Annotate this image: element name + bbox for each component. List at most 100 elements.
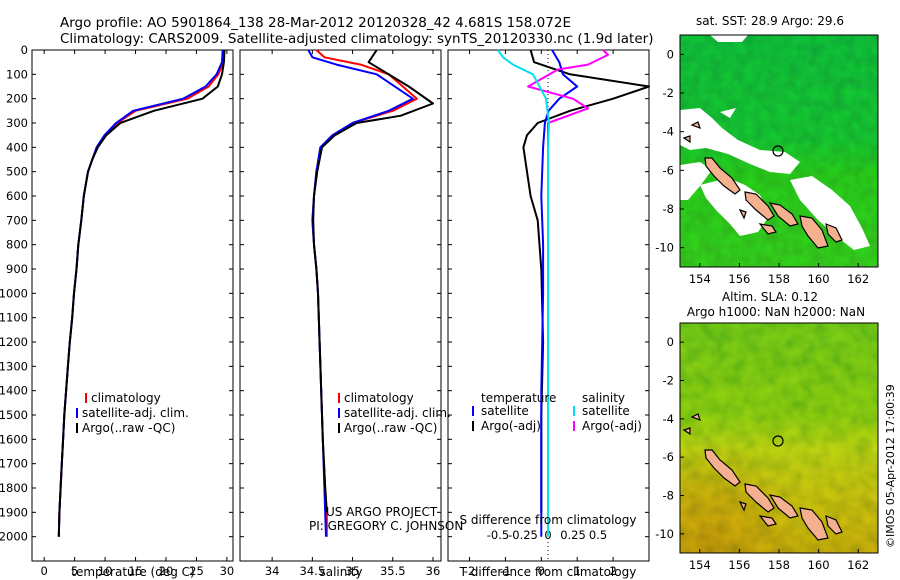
depth-tick-label: 0 (21, 43, 28, 57)
depth-axis: 0 100 200 300 400 500 600 700 800 900 1000 1100 1200… (0, 43, 649, 544)
header-line-1: Argo profile: AO 5901864_138 28-Mar-2012… (60, 15, 571, 31)
depth-tick-label: 2000 (0, 530, 28, 544)
salinity-legend: climatology satellite-adj. clim. Argo(..… (338, 391, 451, 435)
map-x-tick-label: 158 (768, 272, 790, 286)
x-tick-label: -1 (500, 564, 511, 578)
depth-tick-label: 1900 (0, 505, 28, 519)
map-x-tick-label: 154 (689, 272, 711, 286)
x-tick-label: 35.5 (380, 564, 406, 578)
map-y-tick-label: -4 (663, 412, 674, 426)
depth-tick-label: 1000 (0, 286, 28, 300)
salinity-plot-frame (239, 49, 442, 562)
map-x-tick-label: 160 (808, 272, 830, 286)
sla-argo-location-marker (772, 435, 784, 447)
imos-timestamp-label: ©IMOS 05-Apr-2012 17:00:39 (884, 384, 897, 548)
temperature-series (57, 49, 226, 537)
map-y-tick-label: 0 (667, 335, 674, 349)
depth-tick-label: 1100 (0, 311, 28, 325)
difference-x-axis: -2 -1 0 1 2 (464, 50, 617, 578)
depth-tick-label: 700 (6, 213, 28, 227)
legend-label-climatology: climatology (91, 391, 161, 405)
difference-legend: temperature salinity satellite Argo(-adj… (472, 391, 642, 433)
map-x-tick-label: 160 (808, 558, 830, 572)
x-tick-label: 2 (609, 564, 616, 578)
sla-islands (682, 413, 843, 541)
temperature-legend: climatology satellite-adj. clim. Argo(..… (76, 391, 189, 435)
sst-map-field (680, 35, 878, 267)
depth-tick-label: 1700 (0, 457, 28, 471)
legend-label-s-argo: Argo(-adj) (582, 419, 642, 433)
project-annotation-line-1: US ARGO PROJECT (326, 505, 438, 519)
header-line-2: Climatology: CARS2009. Satellite-adjuste… (60, 31, 653, 47)
sla-map-field (680, 323, 878, 553)
legend-title-salinity: salinity (582, 391, 625, 405)
legend-label-satellite: satellite-adj. clim. (344, 406, 451, 420)
map-y-tick-label: -6 (663, 163, 674, 177)
x-tick-label: 5 (71, 564, 78, 578)
depth-tick-label: 200 (6, 92, 28, 106)
map-y-tick-label: -8 (663, 489, 674, 503)
x-tick-label: 10 (98, 564, 113, 578)
sst-argo-location-marker (772, 145, 784, 157)
legend-label-s-satellite: satellite (582, 404, 630, 418)
depth-tick-label: 900 (6, 262, 28, 276)
map-x-tick-label: 156 (728, 558, 750, 572)
x-tick-label: 35 (345, 564, 360, 578)
legend-label-t-satellite: satellite (481, 404, 529, 418)
x-tick-label: 34.5 (300, 564, 326, 578)
series-line-climatology (311, 49, 418, 537)
x-tick-label: 15 (128, 564, 143, 578)
s-tick-label: -0.5 (487, 528, 509, 542)
temperature-x-axis: 0 5 10 15 20 25 30 (41, 50, 235, 578)
series-line-satellite (57, 49, 224, 537)
map-x-tick-label: 162 (847, 558, 869, 572)
s-tick-label: 0.5 (589, 528, 607, 542)
x-tick-label: 30 (220, 564, 235, 578)
series-line-argo (312, 49, 434, 513)
sla-map-title: Altim. SLA: 0.12 (722, 290, 818, 304)
series-line-climatology (57, 49, 225, 537)
depth-tick-label: 1600 (0, 432, 28, 446)
map-y-tick-label: -10 (655, 241, 674, 255)
depth-tick-label: 500 (6, 165, 28, 179)
map-x-tick-label: 154 (689, 558, 711, 572)
map-x-tick-label: 158 (768, 558, 790, 572)
project-annotation-line-2: PI: GREGORY C. JOHNSON (309, 519, 463, 533)
x-tick-label: 25 (189, 564, 204, 578)
map-y-tick-label: -10 (655, 527, 674, 541)
depth-tick-label: 100 (6, 67, 28, 81)
series-line-argo (57, 49, 226, 537)
depth-tick-label: 1300 (0, 359, 28, 373)
sst-map-title: sat. SST: 28.9 Argo: 29.6 (696, 14, 844, 28)
difference-series (497, 49, 650, 537)
map-y-tick-label: -2 (663, 86, 674, 100)
sla-map-axes: 154 156 158 160 162 0 -2 -4 -6 -8 -10 (655, 335, 869, 572)
s-tick-label: -0.25 (508, 528, 538, 542)
depth-tick-label: 800 (6, 238, 28, 252)
sst-islands (682, 121, 843, 249)
series-line-s-argo (527, 49, 609, 148)
x-tick-label: 20 (159, 564, 174, 578)
depth-tick-label: 1400 (0, 384, 28, 398)
map-y-tick-label: -4 (663, 125, 674, 139)
sst-missing-data (680, 35, 870, 250)
x-tick-label: 36 (426, 564, 441, 578)
x-tick-label: 0 (41, 564, 48, 578)
x-tick-label: -2 (464, 564, 475, 578)
depth-tick-label: 1800 (0, 481, 28, 495)
salinity-x-axis: 34 34.5 35 35.5 36 (265, 50, 440, 578)
depth-tick-label: 300 (6, 116, 28, 130)
t-difference-xlabel: T difference from climatology (459, 565, 637, 579)
legend-label-climatology: climatology (344, 391, 414, 405)
s-difference-xlabel: S difference from climatology (460, 513, 637, 527)
legend-label-argo: Argo(..raw -QC) (344, 421, 437, 435)
legend-title-temperature: temperature (481, 391, 556, 405)
series-line-t-satellite (540, 49, 579, 537)
x-tick-label: 1 (574, 564, 581, 578)
temperature-xlabel: temperature (deg C) (71, 565, 194, 579)
series-line-s-satellite (497, 49, 550, 537)
map-y-tick-label: 0 (667, 47, 674, 61)
salinity-series (307, 49, 434, 537)
map-x-tick-label: 162 (847, 272, 869, 286)
